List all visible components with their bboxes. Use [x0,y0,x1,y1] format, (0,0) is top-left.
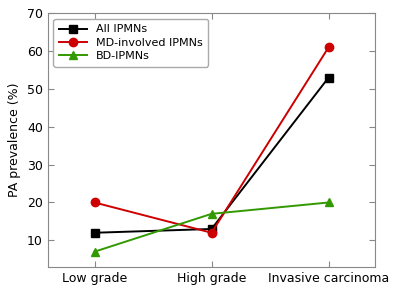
MD-involved IPMNs [209,231,214,234]
Line: MD-involved IPMNs: MD-involved IPMNs [90,43,333,237]
All IPMNs [209,227,214,231]
BD-IPMNs [209,212,214,216]
Line: All IPMNs: All IPMNs [90,74,333,237]
Line: BD-IPMNs: BD-IPMNs [90,198,333,256]
All IPMNs [92,231,97,234]
BD-IPMNs [92,250,97,253]
Legend: All IPMNs, MD-involved IPMNs, BD-IPMNs: All IPMNs, MD-involved IPMNs, BD-IPMNs [53,19,208,67]
BD-IPMNs [326,201,331,204]
All IPMNs [326,76,331,79]
MD-involved IPMNs [92,201,97,204]
MD-involved IPMNs [326,46,331,49]
Y-axis label: PA prevalence (%): PA prevalence (%) [8,83,21,197]
